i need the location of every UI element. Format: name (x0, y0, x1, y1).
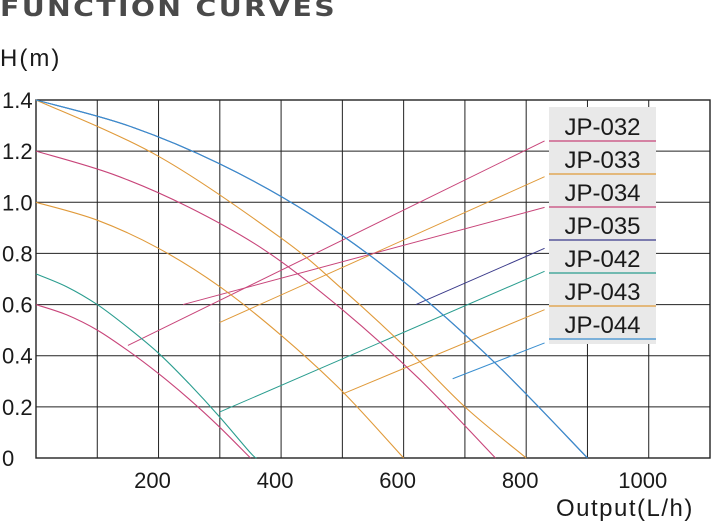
curve-jp-032 (35, 304, 251, 459)
curve-jp-043 (35, 99, 527, 459)
curve-jp-044 (35, 99, 588, 459)
y-axis-label: H(m) (0, 45, 61, 72)
legend-label-jp-034: JP-034 (564, 180, 640, 207)
curve-jp-035 (35, 99, 588, 459)
x-tick-label: 200 (134, 468, 171, 493)
y-tick-label: 0.4 (2, 344, 33, 369)
x-tick-label: 600 (379, 468, 416, 493)
legend-label-jp-044: JP-044 (564, 312, 640, 339)
leader-line-jp-032 (127, 140, 545, 346)
curve-jp-033 (35, 201, 405, 459)
x-axis-label: Output(L/h) (556, 495, 694, 522)
legend-entries: JP-032 JP-033 JP-034 JP-035 JP-042 JP-043 JP-0… (549, 114, 656, 340)
y-tick-label: 1.4 (2, 88, 33, 113)
x-tick-label: 400 (257, 468, 294, 493)
legend (549, 107, 656, 344)
x-tick-label: 1000 (618, 468, 667, 493)
leader-line-jp-035 (415, 247, 545, 306)
y-tick-label: 0 (2, 446, 14, 471)
y-tick-label: 0.6 (2, 293, 33, 318)
series-curves (35, 99, 588, 459)
leader-line-jp-043 (342, 309, 545, 395)
legend-label-jp-042: JP-042 (564, 246, 640, 273)
legend-label-jp-033: JP-033 (564, 147, 640, 174)
leader-line-jp-033 (219, 176, 545, 323)
y-tick-label: 1.2 (2, 139, 33, 164)
legend-label-jp-035: JP-035 (564, 213, 640, 240)
y-tick-label: 0.2 (2, 395, 33, 420)
legend-label-jp-032: JP-032 (564, 114, 640, 141)
curve-jp-034 (35, 150, 496, 459)
legend-background (549, 107, 656, 344)
curve-jp-042 (35, 273, 257, 459)
leader-line-jp-042 (219, 270, 545, 413)
y-tick-label: 0.8 (2, 241, 33, 266)
leader-line-jp-034 (182, 206, 545, 306)
leader-line-jp-044 (452, 342, 545, 380)
page-title: FUNCTION CURVES (0, 0, 337, 22)
tick-labels: 0 0.2 0.4 0.6 0.8 1.0 1.2 1.4 200 400 600 800 1000 (2, 88, 667, 493)
leader-lines (127, 140, 545, 413)
y-tick-label: 1.0 (2, 190, 33, 215)
legend-label-jp-043: JP-043 (564, 279, 640, 306)
x-tick-label: 800 (502, 468, 539, 493)
plot-frame (35, 99, 711, 459)
plot-border (35, 99, 711, 459)
